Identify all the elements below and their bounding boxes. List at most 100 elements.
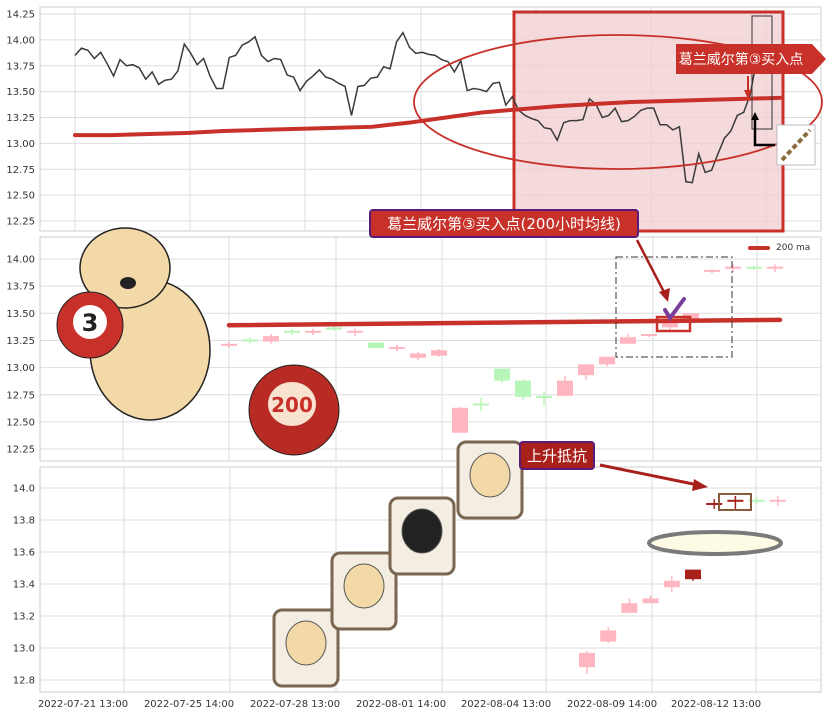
candle-body <box>263 336 279 342</box>
gray-ellipse <box>647 530 783 556</box>
candle-body <box>579 652 595 668</box>
candle-body <box>642 598 659 604</box>
y-tick-label: 13.4 <box>13 580 35 591</box>
candle-body <box>767 266 783 269</box>
y-tick-label: 13.50 <box>6 309 35 320</box>
ball-3-label: 3 <box>82 309 99 337</box>
candle-body <box>284 330 300 333</box>
x-tick-label: 2022-07-25 14:00 <box>144 699 234 710</box>
dog-basket-illustration <box>272 608 340 688</box>
price-line <box>74 31 764 184</box>
y-tick-label: 13.75 <box>6 282 35 293</box>
candle-body <box>494 368 510 381</box>
candle-body <box>389 347 405 350</box>
y-tick-label: 12.75 <box>6 165 35 176</box>
legend: 200 ma <box>748 243 810 253</box>
candle-body <box>621 603 638 613</box>
x-tick-label: 2022-08-01 14:00 <box>356 699 446 710</box>
y-tick-label: 12.8 <box>13 676 35 687</box>
ball-3-face <box>73 305 107 339</box>
dog-basket-illustration <box>388 496 456 576</box>
puppy <box>343 563 385 609</box>
checkmark-icon <box>663 297 686 322</box>
candle-body <box>746 266 762 269</box>
candle-body <box>515 380 531 397</box>
candle-body <box>410 353 426 358</box>
y-tick-label: 13.00 <box>6 139 35 150</box>
y-tick-label: 13.2 <box>13 612 35 623</box>
middle-callout-text: 葛兰威尔第③买入点(200小时均线) <box>387 215 621 233</box>
dog-head <box>79 227 171 309</box>
candle-body <box>557 380 573 396</box>
bottom-callout: 上升抵抗 <box>519 441 595 470</box>
highlight-candle-box <box>655 315 692 333</box>
y-tick-label: 13.0 <box>13 644 35 655</box>
candle-body <box>748 499 765 502</box>
x-tick-label: 2022-08-04 13:00 <box>461 699 551 710</box>
candle-body <box>769 499 786 502</box>
top-callout: 葛兰威尔第③买入点 <box>676 44 806 74</box>
candle-body <box>704 269 720 272</box>
y-tick-label: 13.25 <box>6 113 35 124</box>
callout-arrow-head-icon <box>692 479 708 491</box>
y-tick-label: 13.00 <box>6 363 35 374</box>
candle-body <box>725 266 741 269</box>
ball-200-label: 200 <box>271 393 313 417</box>
candle-body <box>727 499 744 502</box>
candle-body <box>347 330 363 333</box>
candle-body <box>305 330 321 333</box>
ball-200-face <box>268 382 316 426</box>
candle-body <box>641 334 657 337</box>
candle-body <box>706 503 723 505</box>
candle-body <box>473 403 489 406</box>
black-arrow-head-icon <box>751 112 759 120</box>
candle-body <box>326 327 342 330</box>
callout-arrow-line <box>599 463 699 487</box>
y-tick-label: 12.25 <box>6 217 35 228</box>
candle-body <box>452 407 468 433</box>
candle-body <box>600 630 617 642</box>
ma-200-line <box>73 95 782 138</box>
x-tick-label: 2022-08-09 14:00 <box>567 699 657 710</box>
legend-label: 200 ma <box>776 243 811 253</box>
y-tick-label: 12.25 <box>6 445 35 456</box>
y-tick-label: 12.50 <box>6 417 35 428</box>
puppy <box>285 620 327 666</box>
candle-body <box>685 569 701 580</box>
y-tick-label: 12.75 <box>6 390 35 401</box>
ma-200-line <box>226 317 783 328</box>
y-tick-label: 12.50 <box>6 191 35 202</box>
puppy <box>469 452 511 498</box>
x-tick-label: 2022-07-28 13:00 <box>250 699 340 710</box>
dog-basket-illustration <box>456 440 524 520</box>
bottom-callout-text: 上升抵抗 <box>526 447 587 465</box>
highlight-candle-box <box>718 493 752 511</box>
puppy <box>401 508 443 554</box>
candle-body <box>663 580 680 588</box>
y-tick-label: 13.50 <box>6 87 35 98</box>
callout-arrow-line <box>635 239 667 295</box>
thumbnail-dogs-icon <box>780 128 812 162</box>
black-arrow-line <box>753 116 775 147</box>
candle-body <box>242 339 258 342</box>
legend-swatch <box>748 246 770 250</box>
candle-body <box>662 323 678 328</box>
y-tick-label: 14.00 <box>6 35 35 46</box>
x-tick-label: 2022-07-21 13:00 <box>38 699 128 710</box>
callout-arrow-head-icon <box>659 288 670 302</box>
candle-body <box>368 342 384 349</box>
middle-callout: 葛兰威尔第③买入点(200小时均线) <box>369 209 639 238</box>
dashdot-box <box>615 256 733 358</box>
y-tick-label: 14.00 <box>6 255 35 266</box>
candle-body <box>431 350 447 356</box>
candle-body <box>599 356 615 365</box>
y-tick-label: 13.25 <box>6 336 35 347</box>
y-tick-label: 13.75 <box>6 61 35 72</box>
y-tick-label: 13.8 <box>13 516 35 527</box>
candle-body <box>578 364 594 376</box>
y-tick-label: 14.25 <box>6 10 35 21</box>
candle-body <box>221 343 237 346</box>
bottom-candles <box>579 496 786 674</box>
